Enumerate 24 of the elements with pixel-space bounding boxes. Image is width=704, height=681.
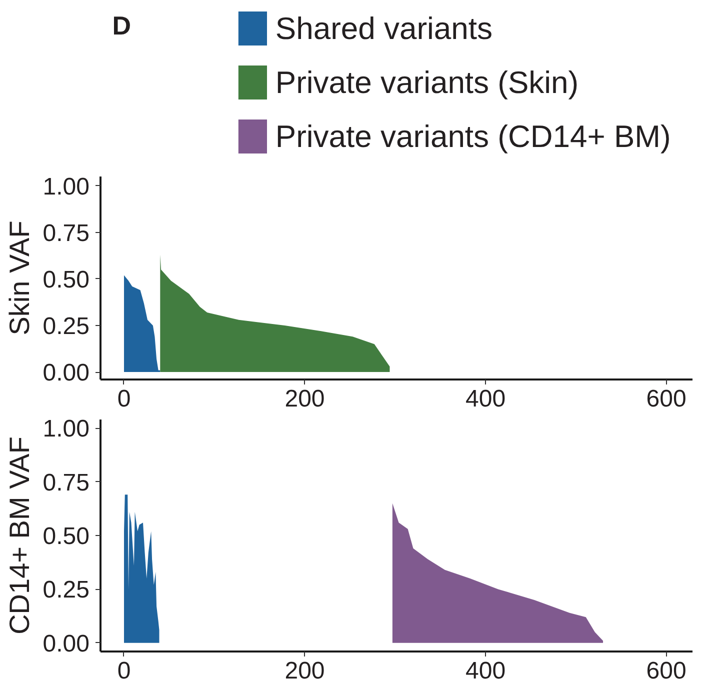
y-tick-label: 0.00 bbox=[42, 630, 90, 658]
y-tick-label: 1.00 bbox=[42, 173, 90, 200]
y-tick-label: 0.25 bbox=[42, 312, 90, 340]
x-tick-label: 400 bbox=[466, 386, 506, 412]
y-axis-title: CD14+ BM VAF bbox=[4, 436, 35, 634]
y-tick-label: 0.25 bbox=[42, 576, 90, 604]
x-tick-label: 0 bbox=[117, 386, 131, 412]
x-tick-label: 600 bbox=[646, 386, 686, 412]
legend-label: Shared variants bbox=[275, 11, 493, 46]
legend-label: Private variants (Skin) bbox=[275, 65, 579, 100]
chart-title: D bbox=[112, 10, 132, 40]
legend-label: Private variants (CD14+ BM) bbox=[275, 119, 671, 154]
y-tick-label: 0.50 bbox=[42, 266, 90, 294]
y-tick-label: 0.00 bbox=[42, 360, 90, 387]
y-tick-label: 0.50 bbox=[42, 523, 90, 550]
y-tick-label: 1.00 bbox=[42, 416, 90, 443]
x-tick-label: 600 bbox=[646, 658, 686, 681]
x-tick-label: 400 bbox=[466, 658, 506, 681]
x-tick-label: 0 bbox=[117, 658, 131, 681]
x-tick-label: 200 bbox=[284, 386, 325, 412]
y-tick-label: 0.75 bbox=[42, 469, 90, 496]
y-tick-label: 0.75 bbox=[42, 220, 90, 247]
y-axis-title: Skin VAF bbox=[4, 220, 35, 336]
x-tick-label: 200 bbox=[284, 658, 325, 681]
